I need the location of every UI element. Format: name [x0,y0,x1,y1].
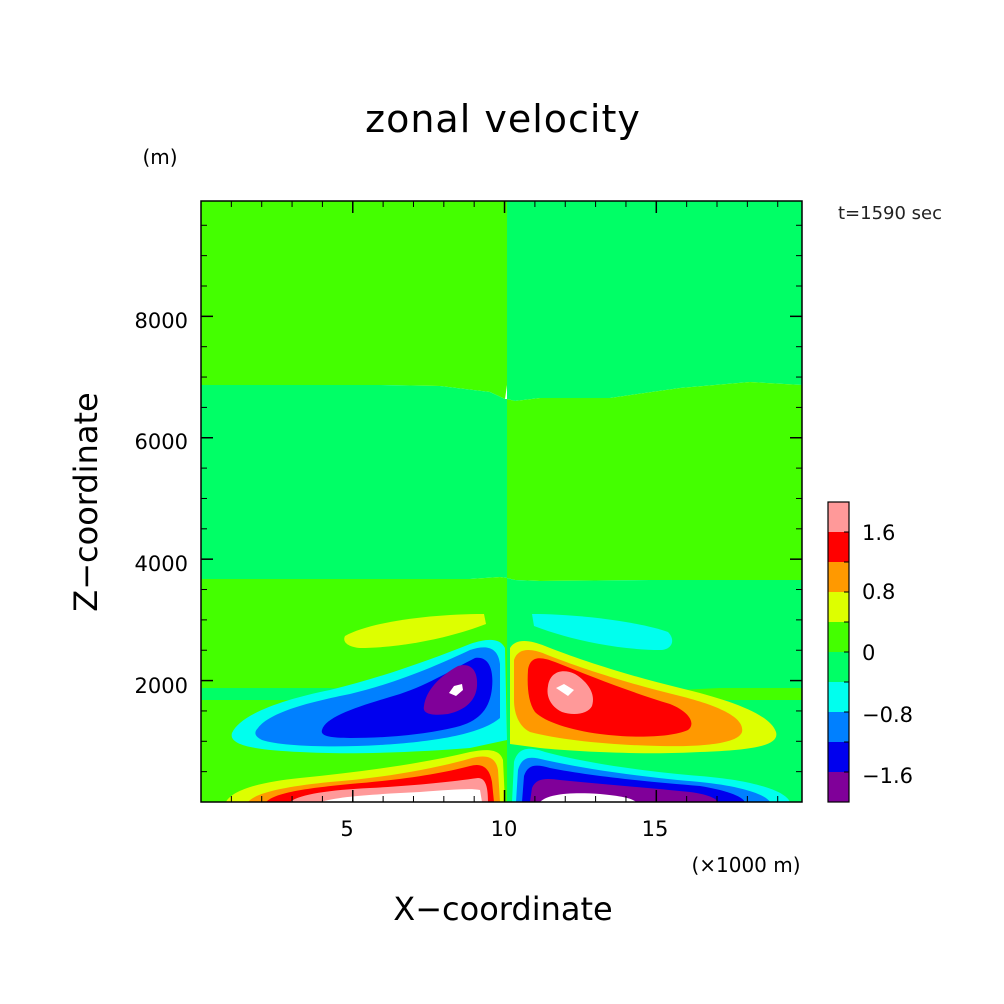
colorbar-swatch [828,652,849,682]
colorbar-swatch [828,592,849,622]
contour-mid-left [201,385,507,579]
contour-upper-right [507,201,802,401]
contour-field [201,201,802,802]
contour-negative-ribbon-right [532,614,673,650]
contour-positive-jet-right-peak [556,684,574,696]
colorbar-labels: −1.6 −0.8 0 0.8 1.6 [862,521,913,788]
colorbar-label: 0.8 [862,580,895,604]
contour-negative-surface-right-peak [540,793,636,802]
colorbar-swatch [828,772,849,802]
y-axis-title: Z−coordinate [67,392,105,611]
x-tick-label: 15 [642,817,669,841]
chart-title: zonal velocity [365,97,641,141]
contour-positive-ribbon-left [344,614,486,648]
time-label: t=1590 sec [838,203,942,224]
y-tick-label: 4000 [135,552,188,576]
colorbar-label: −1.6 [862,764,913,788]
colorbar-label: −0.8 [862,703,913,727]
colorbar-label: 0 [862,641,875,665]
colorbar-label: 1.6 [862,521,895,545]
colorbar-swatch [828,562,849,592]
x-unit-label: (×1000 m) [691,853,800,877]
y-unit-label: (m) [142,145,177,169]
colorbar [827,501,850,803]
contour-negative-jet-left-peak [449,684,463,696]
minor-ticks [201,201,802,802]
colorbar-swatch [828,532,849,562]
y-tick-label: 2000 [135,674,188,698]
plot-frame [200,200,803,803]
y-tick-label: 8000 [135,309,188,333]
contour-upper-left [201,201,507,399]
colorbar-swatch [828,502,849,532]
x-tick-label: 5 [340,817,353,841]
x-tick-label: 10 [491,817,518,841]
major-ticks [201,201,802,802]
colorbar-swatch [828,742,849,772]
y-tick-labels: 2000 4000 6000 8000 [135,309,188,698]
y-tick-label: 6000 [135,430,188,454]
x-axis-title: X−coordinate [393,890,612,928]
colorbar-swatch [828,622,849,652]
colorbar-swatch [828,712,849,742]
contour-negative-jet-left-core [423,665,478,715]
contour-mid-right [507,382,802,581]
x-tick-labels: 5 10 15 [340,817,668,841]
colorbar-swatch [828,682,849,712]
contour-positive-surface-left-peak [320,789,482,802]
